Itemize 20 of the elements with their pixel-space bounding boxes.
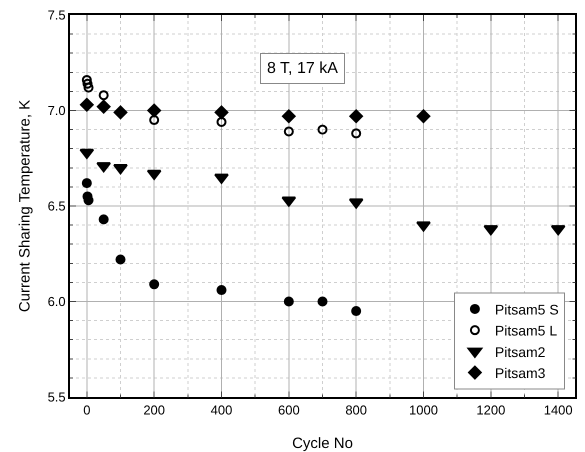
x-tick-label: 1200	[476, 402, 506, 418]
y-tick-label: 7.5	[48, 8, 66, 23]
x-tick-label: 200	[143, 402, 166, 418]
x-tick-label: 600	[278, 402, 300, 418]
y-tick-label: 6.5	[48, 198, 66, 214]
x-tick-label: 0	[83, 402, 90, 418]
annotation: 8 T, 17 kA	[267, 60, 338, 77]
legend-label: Pitsam5 L	[494, 322, 558, 339]
legend-label: Pitsam2	[494, 344, 546, 360]
y-tick-label: 5.5	[48, 390, 66, 405]
x-tick-label: 1400	[544, 402, 573, 418]
x-tick-label: 1000	[409, 402, 438, 418]
legend-label: Pitsam5 S	[494, 301, 559, 318]
x-tick-label: 800	[345, 402, 368, 418]
y-tick-label: 7.0	[48, 103, 66, 118]
y-tick-label: 6.0	[48, 294, 66, 310]
x-axis-title: Cycle No	[292, 435, 353, 452]
x-tick-label: 400	[210, 402, 232, 418]
legend-label: Pitsam3	[494, 365, 546, 382]
y-axis-title: Current Sharing Temperature, K	[16, 100, 34, 312]
